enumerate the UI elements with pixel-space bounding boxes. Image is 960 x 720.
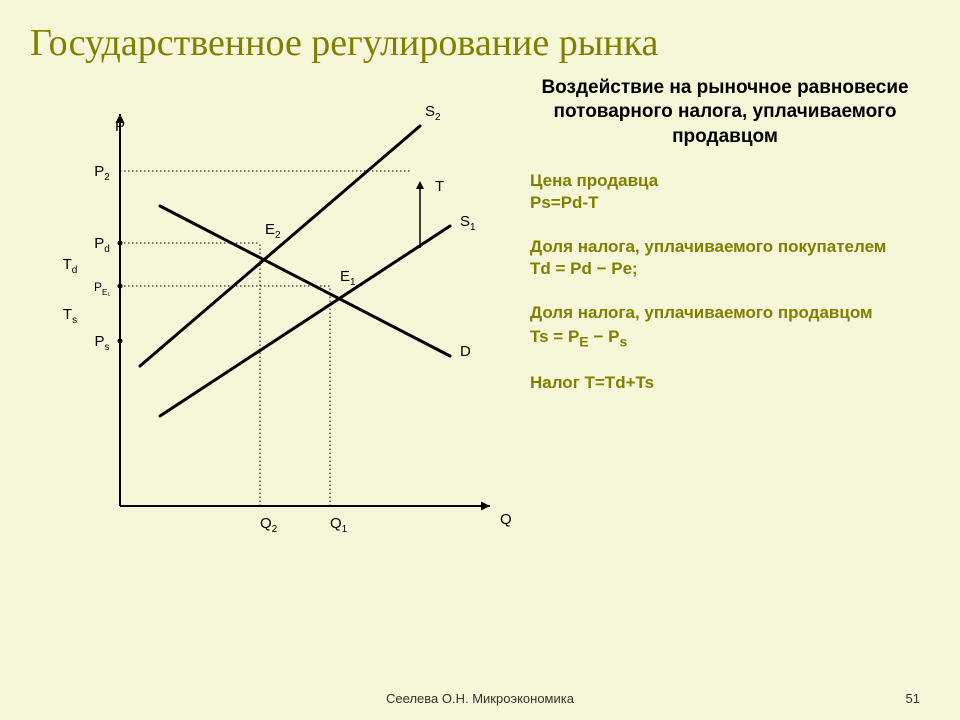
slide-body: P2 Pd PE₁ Ps Td Ts P Q S2 S1 D T E1 E2 Q1 Q2 Воздействи… bbox=[30, 76, 930, 576]
svg-text:T: T bbox=[435, 178, 444, 195]
svg-text:D: D bbox=[460, 343, 471, 360]
svg-text:Q: Q bbox=[500, 511, 512, 528]
paragraph: Доля налога, уплачиваемого продавцом bbox=[530, 302, 920, 324]
svg-text:E2: E2 bbox=[265, 221, 281, 241]
svg-text:S2: S2 bbox=[425, 103, 441, 123]
svg-text:Q2: Q2 bbox=[260, 515, 278, 535]
economics-chart: P2 Pd PE₁ Ps Td Ts P Q S2 S1 D T E1 E2 Q1 Q2 bbox=[30, 76, 530, 576]
footer-text: Сеелева О.Н. Микроэкономика bbox=[0, 691, 960, 706]
svg-text:P: P bbox=[115, 118, 125, 135]
svg-text:P2: P2 bbox=[94, 163, 110, 183]
paragraph: Цена продавцаPs=Pd-T bbox=[530, 170, 920, 214]
paragraphs: Цена продавцаPs=Pd-T Доля налога, уплачив… bbox=[530, 170, 920, 394]
svg-text:E1: E1 bbox=[340, 268, 356, 288]
svg-text:Td: Td bbox=[63, 256, 78, 276]
svg-text:S1: S1 bbox=[460, 213, 476, 233]
paragraph: Ts = PE − Ps bbox=[530, 326, 920, 352]
svg-text:Q1: Q1 bbox=[330, 515, 348, 535]
slide: Государственное регулирование рынка P2 Pd… bbox=[0, 0, 960, 720]
slide-title: Государственное регулирование рынка bbox=[30, 20, 930, 68]
page-number: 51 bbox=[906, 691, 920, 706]
paragraph: Налог T=Td+Ts bbox=[530, 372, 920, 394]
text-area: Воздействие на рыночное равновесие потов… bbox=[530, 76, 930, 576]
paragraph: Доля налога, уплачиваемого покупателемТd… bbox=[530, 236, 920, 280]
svg-text:PE₁: PE₁ bbox=[94, 280, 110, 297]
subtitle: Воздействие на рыночное равновесие потов… bbox=[530, 76, 920, 150]
svg-text:Ts: Ts bbox=[63, 306, 77, 326]
chart-area: P2 Pd PE₁ Ps Td Ts P Q S2 S1 D T E1 E2 Q1 Q2 bbox=[30, 76, 530, 576]
svg-text:Ps: Ps bbox=[94, 333, 109, 353]
svg-text:Pd: Pd bbox=[94, 235, 110, 255]
